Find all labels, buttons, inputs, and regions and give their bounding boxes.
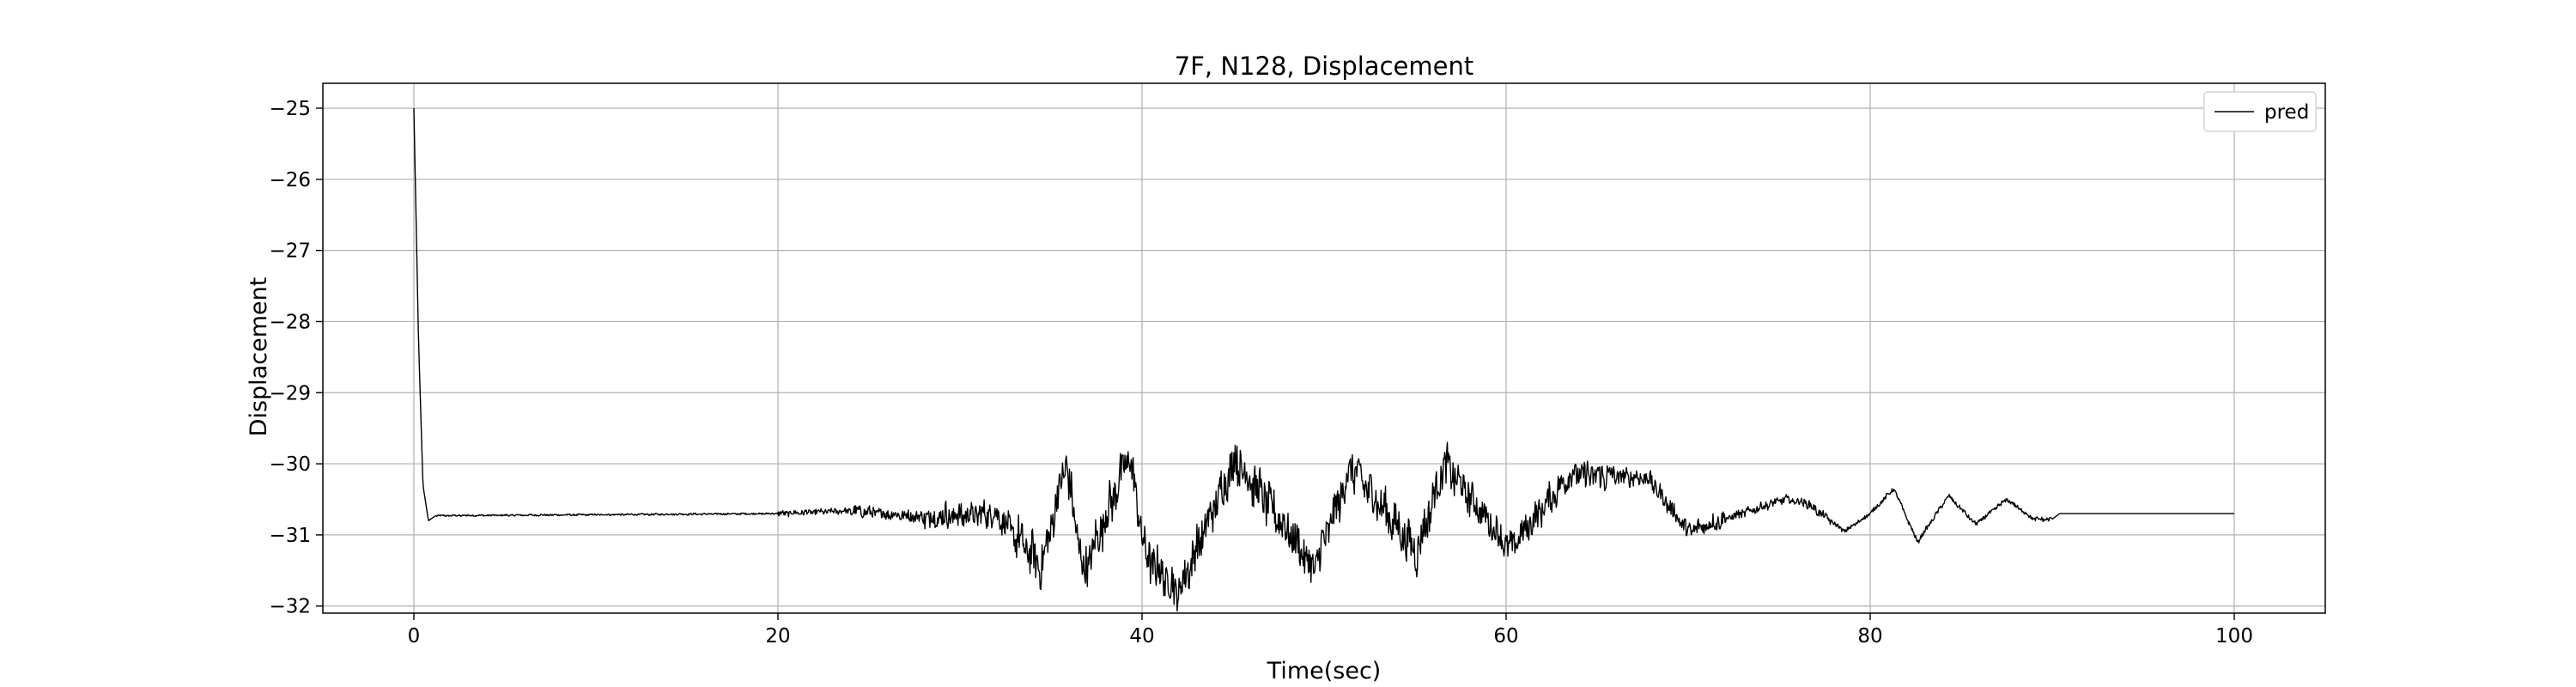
y-tick-label: −28 [269,311,311,333]
chart-title: 7F, N128, Displacement [1175,52,1473,81]
legend-box [2203,91,2317,132]
y-tick-label: −29 [269,382,311,404]
series-line-pred [413,107,2234,612]
series-layer [413,107,2234,612]
plot-area-frame [322,82,2326,614]
x-axis-label: Time(sec) [1267,658,1382,684]
y-axis-label: Displacement [246,277,272,437]
x-tick-label: 60 [1493,625,1518,647]
y-tick-label: −27 [269,240,311,263]
axis-ticks: 0 20 40 60 80 100 −25 −26 −27 −28 −29 −30 −31 −32 [269,98,2253,647]
y-tick-label: −26 [269,169,311,192]
x-tick-label: 80 [1857,625,1882,647]
x-tick-label: 40 [1129,625,1154,647]
legend: pred [2203,91,2317,132]
y-tick-label: −32 [269,596,311,618]
x-tick-label: 0 [408,625,421,647]
x-tick-label: 20 [765,625,790,647]
legend-label-pred: pred [2264,101,2309,124]
y-tick-label: −25 [269,98,311,120]
y-tick-label: −30 [269,453,311,476]
y-tick-label: −31 [269,525,311,547]
x-tick-label: 100 [2215,625,2253,647]
